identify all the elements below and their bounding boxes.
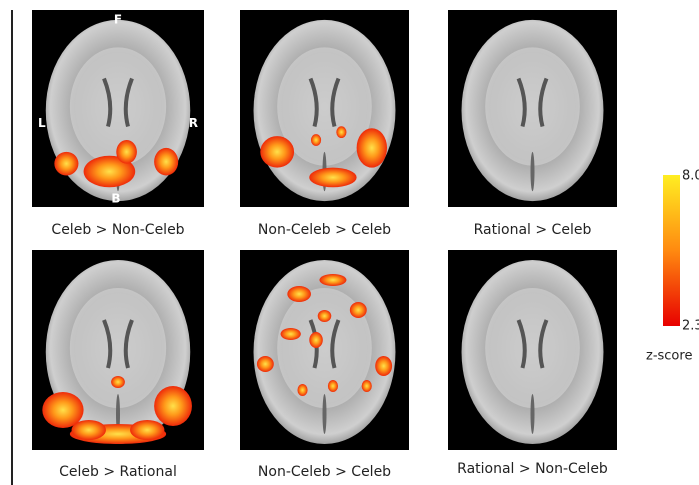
activation bbox=[357, 128, 387, 167]
midline bbox=[531, 152, 535, 191]
activation bbox=[257, 356, 274, 372]
colorbar bbox=[663, 175, 680, 326]
activation bbox=[111, 376, 125, 388]
activation bbox=[72, 420, 106, 440]
activation bbox=[297, 384, 307, 396]
brain-panel bbox=[240, 250, 409, 450]
activation bbox=[375, 356, 392, 376]
brain-panel bbox=[448, 250, 617, 450]
activation bbox=[130, 420, 164, 440]
panel-caption: Celeb > Non-Celeb bbox=[51, 222, 184, 238]
midline bbox=[531, 394, 535, 434]
activation bbox=[336, 126, 346, 138]
midline bbox=[323, 394, 327, 434]
activation bbox=[154, 386, 192, 426]
colorbar-label: z-score bbox=[646, 349, 692, 364]
brain-core bbox=[70, 288, 166, 408]
figure: 8.0 2.3 z-score Celeb > Non-Celeb Non-Cel… bbox=[0, 0, 699, 485]
activation bbox=[328, 380, 338, 392]
brain-panel bbox=[32, 250, 204, 450]
activation bbox=[311, 134, 321, 146]
activation bbox=[154, 148, 178, 176]
panel-caption: Celeb > Rational bbox=[59, 464, 177, 480]
activation bbox=[318, 310, 332, 322]
activation bbox=[309, 168, 356, 188]
orientation-label: B bbox=[111, 192, 120, 206]
colorbar-max: 8.0 bbox=[682, 169, 699, 184]
panel-caption: Rational > Celeb bbox=[474, 222, 592, 238]
activation bbox=[281, 328, 301, 340]
panel-caption: Non-Celeb > Celeb bbox=[258, 222, 391, 238]
orientation-label: R bbox=[189, 116, 198, 130]
brain-panel bbox=[32, 10, 204, 207]
brain-core bbox=[485, 288, 580, 408]
colorbar-min: 2.3 bbox=[682, 319, 699, 334]
brain-panel bbox=[448, 10, 617, 207]
panel-caption: Rational > Non-Celeb bbox=[457, 461, 608, 477]
activation bbox=[116, 140, 137, 164]
orientation-label: L bbox=[38, 116, 46, 130]
activation bbox=[54, 152, 78, 176]
activation bbox=[319, 274, 346, 286]
orientation-label: F bbox=[114, 13, 122, 27]
activation bbox=[309, 332, 323, 348]
activation bbox=[287, 286, 311, 302]
activation bbox=[362, 380, 372, 392]
brain-panel bbox=[240, 10, 409, 207]
activation bbox=[350, 302, 367, 318]
page: 8.0 2.3 z-score Celeb > Non-Celeb Non-Cel… bbox=[0, 0, 699, 485]
activation bbox=[260, 136, 294, 168]
brain-core bbox=[485, 47, 580, 165]
panel-caption: Non-Celeb > Celeb bbox=[258, 464, 391, 480]
